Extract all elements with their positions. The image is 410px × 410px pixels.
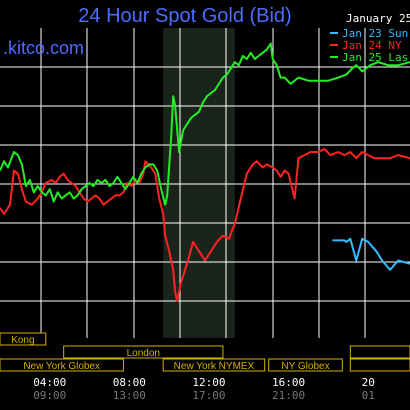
session-box-row3-0 bbox=[0, 358, 124, 372]
tick-label-0: 04:00 bbox=[33, 376, 66, 389]
tick-label-1: 08:00 bbox=[113, 376, 146, 389]
session-box-row3-2 bbox=[268, 358, 343, 372]
brand-text: .kitco.com bbox=[3, 38, 84, 58]
series-line-1 bbox=[0, 147, 410, 302]
legend-entry-2: Jan 25 Las bbox=[342, 51, 408, 64]
tick-sublabel-0: 09:00 bbox=[33, 389, 66, 402]
tick-sublabel-2: 17:00 bbox=[192, 389, 225, 402]
tick-sublabel-4: 01 bbox=[362, 389, 375, 402]
legend-entry-1: Jan 24 NY bbox=[342, 39, 402, 52]
session-label-row3-0: New York Globex bbox=[23, 361, 100, 372]
tick-sublabel-3: 21:00 bbox=[272, 389, 305, 402]
tick-label-2: 12:00 bbox=[192, 376, 225, 389]
session-label-row3-1: New York NYMEX bbox=[174, 361, 255, 372]
series-line-2 bbox=[0, 42, 410, 206]
legend-date: January 25 bbox=[346, 12, 410, 25]
gridlines bbox=[0, 28, 410, 338]
highlight-band bbox=[163, 28, 235, 338]
session-box-row2-0 bbox=[63, 345, 224, 359]
session-box-row2-1 bbox=[349, 345, 410, 359]
session-box-row3-1 bbox=[162, 358, 266, 372]
chart-title: 24 Hour Spot Gold (Bid) bbox=[78, 5, 291, 27]
series-line-0 bbox=[332, 237, 410, 271]
session-box-row1-0 bbox=[0, 332, 47, 346]
tick-label-3: 16:00 bbox=[272, 376, 305, 389]
tick-sublabel-1: 13:00 bbox=[113, 389, 146, 402]
session-label-row3-2: NY Globex bbox=[281, 361, 329, 372]
series-layer bbox=[0, 42, 410, 302]
session-label-row2-0: London bbox=[127, 348, 160, 359]
session-label-row1-0: Kong bbox=[11, 335, 34, 346]
sessions-layer: Kong London New York Globex New York NYMEX N… bbox=[0, 332, 410, 372]
tick-label-4: 20 bbox=[362, 376, 375, 389]
session-box-row3-3 bbox=[349, 358, 410, 372]
legend-entry-0: Jan 23 Sun bbox=[342, 27, 408, 40]
